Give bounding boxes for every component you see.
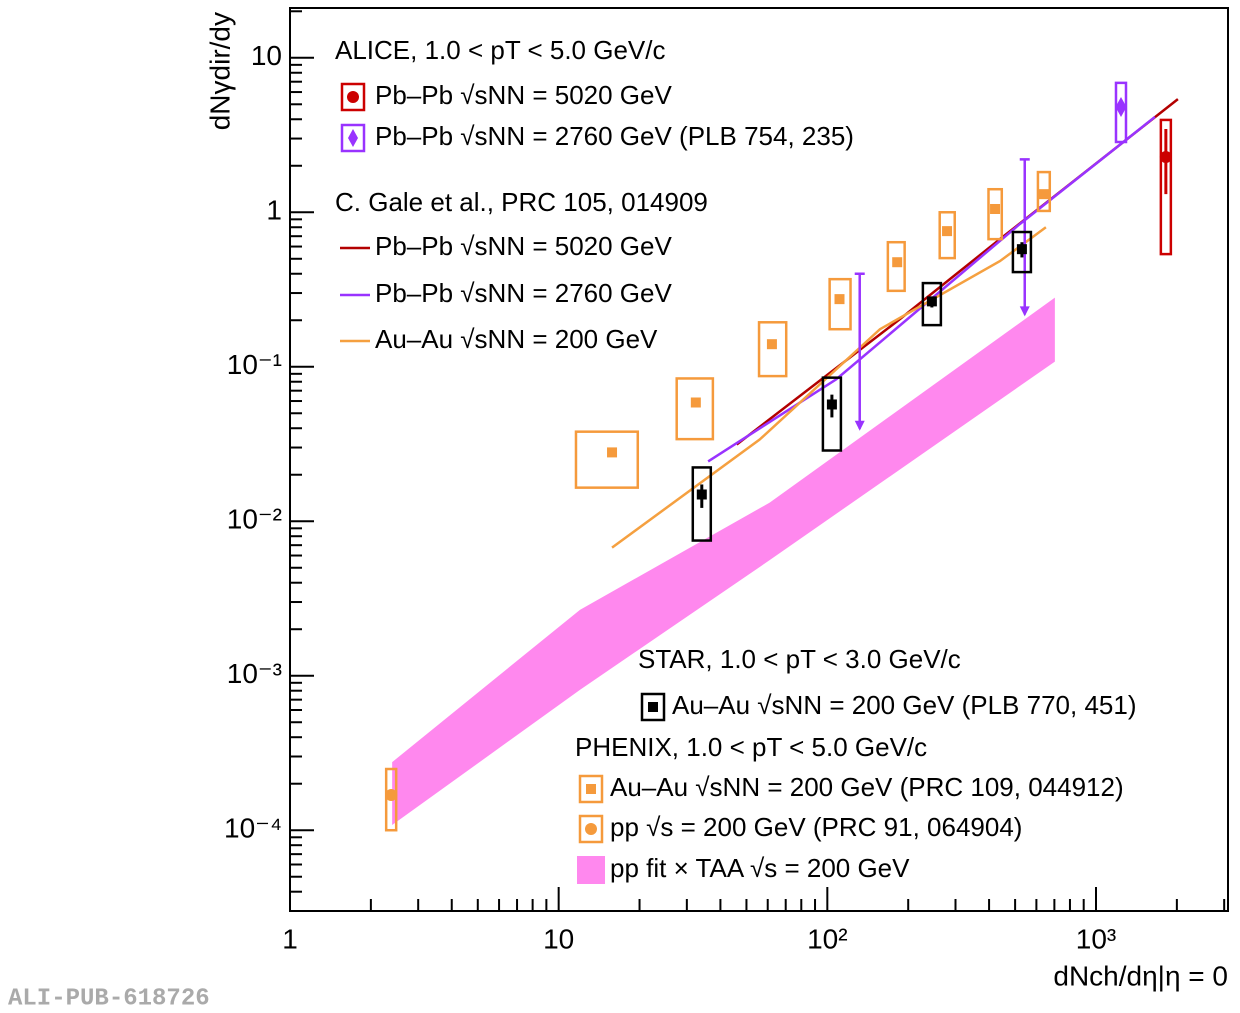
y-tick-label: 10⁻² [227, 504, 282, 535]
legend-entry: Pb–Pb √sNN = 2760 GeV [340, 278, 672, 308]
legend-box [578, 814, 604, 844]
legend-box [340, 82, 366, 112]
upper-limit-arrow [854, 420, 865, 431]
legend-label: Pb–Pb √sNN = 5020 GeV [375, 80, 672, 110]
marker [1115, 97, 1127, 118]
marker [1159, 150, 1172, 163]
y-tick-label: 10 [251, 40, 282, 71]
plot-area [384, 81, 1179, 832]
legend-label: Pb–Pb √sNN = 2760 GeV [375, 278, 672, 308]
marker [766, 339, 777, 350]
legend-entry: Au–Au √sNN = 200 GeV [340, 324, 658, 354]
legend-label: Au–Au √sNN = 200 GeV (PLB 770, 451) [672, 690, 1136, 720]
y-tick-label: 10⁻¹ [227, 349, 282, 380]
annotation: ALICE, 1.0 < pT < 5.0 GeV/c [335, 35, 665, 65]
sys-box [821, 376, 843, 452]
y-axis-title: dNγdir/dy [204, 12, 235, 130]
sys-box [987, 187, 1004, 241]
marker [834, 294, 845, 305]
watermark: ALI-PUB-618726 [8, 985, 210, 1012]
legend-label: Pb–Pb √sNN = 5020 GeV [375, 231, 672, 261]
sys-box [574, 430, 640, 489]
marker [607, 447, 618, 458]
sys-box [691, 466, 713, 542]
legend-marker [348, 129, 358, 147]
legend-box [640, 692, 666, 722]
upper-limit-arrow [1019, 306, 1030, 317]
y-tick-label: 1 [266, 195, 282, 226]
legend-entry: pp √s = 200 GeV (PRC 91, 064904) [578, 812, 1022, 844]
marker [696, 489, 707, 500]
sys-box [1036, 170, 1052, 213]
sys-box [675, 377, 715, 441]
legend-marker [648, 702, 658, 712]
legend-label: Au–Au √sNN = 200 GeV (PRC 109, 044912) [610, 772, 1124, 802]
sys-box [1114, 81, 1128, 144]
plot-frame [289, 7, 1229, 912]
sys-box [384, 767, 398, 832]
y-tick-label: 10⁻⁴ [224, 813, 282, 844]
sys-box [757, 321, 788, 378]
legend-entry: Pb–Pb √sNN = 5020 GeV [340, 80, 672, 112]
x-tick-label: 10 [543, 923, 574, 954]
legend-label: pp fit × TAA √s = 200 GeV [610, 853, 910, 883]
marker [942, 226, 953, 237]
sys-box [921, 281, 943, 327]
x-tick-label: 10³ [1076, 923, 1116, 954]
legend-marker [585, 823, 597, 835]
legend-entry: Pb–Pb √sNN = 5020 GeV [340, 231, 672, 261]
marker [1016, 244, 1027, 255]
sys-box [1159, 118, 1173, 256]
annotation: C. Gale et al., PRC 105, 014909 [335, 187, 708, 217]
legend-entry: Pb–Pb √sNN = 2760 GeV (PLB 754, 235) [340, 121, 854, 153]
legend-box [340, 123, 366, 153]
marker [892, 257, 903, 268]
legend-box [578, 774, 604, 804]
marker [385, 789, 398, 802]
marker [826, 399, 837, 410]
marker [926, 296, 937, 307]
x-tick-label: 1 [282, 923, 298, 954]
legend-entry: pp fit × TAA √s = 200 GeV [577, 853, 910, 884]
legend-marker [586, 784, 596, 794]
band [392, 297, 1055, 826]
legend-label: pp √s = 200 GeV (PRC 91, 064904) [610, 812, 1022, 842]
marker [1038, 189, 1049, 200]
x-axis-title: dNch/dη|η = 0 [1053, 960, 1228, 991]
legend-swatch [577, 856, 605, 884]
legend-label: Au–Au √sNN = 200 GeV [375, 324, 658, 354]
sys-box [828, 277, 852, 331]
sys-box [1011, 230, 1033, 274]
legend-entry: Au–Au √sNN = 200 GeV (PLB 770, 451) [640, 690, 1136, 722]
marker [690, 397, 701, 408]
sys-box [938, 211, 956, 260]
x-tick-label: 10² [807, 923, 847, 954]
legend-marker [347, 91, 359, 103]
annotation: STAR, 1.0 < pT < 3.0 GeV/c [638, 644, 961, 674]
annotation: PHENIX, 1.0 < pT < 5.0 GeV/c [575, 732, 927, 762]
y-tick-label: 10⁻³ [227, 658, 282, 689]
marker [990, 203, 1001, 214]
legend-label: Pb–Pb √sNN = 2760 GeV (PLB 754, 235) [375, 121, 854, 151]
sys-box [886, 240, 906, 293]
legend-entry: Au–Au √sNN = 200 GeV (PRC 109, 044912) [578, 772, 1124, 804]
